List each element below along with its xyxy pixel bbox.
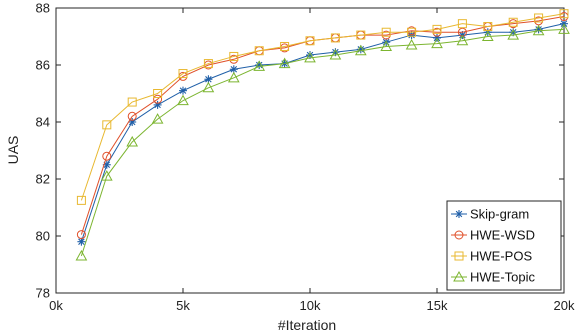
data-point-hwe-pos: [76, 195, 86, 205]
data-point-hwe-wsd: [102, 151, 112, 161]
data-point-hwe-topic: [329, 48, 342, 60]
star-stroke: [455, 210, 463, 218]
data-point-hwe-topic: [177, 94, 189, 106]
data-point-hwe-topic: [532, 24, 545, 36]
data-point-hwe-topic: [100, 170, 113, 181]
legend-marker: [454, 230, 464, 240]
y-tick-label: 78: [36, 286, 50, 301]
legend-item: Skip-gram: [451, 207, 529, 222]
data-point-skip-gram: [204, 75, 213, 84]
series-line-hwe-topic: [80, 28, 565, 257]
y-axis-label: UAS: [5, 136, 21, 165]
plot-area: 0k 5k 10k 15k 20k 78 80 82 84 86 88 Skip-gram HWE-WS…: [36, 1, 575, 314]
data-point-hwe-pos: [407, 27, 417, 37]
legend-marker: [455, 210, 463, 218]
data-point-hwe-pos: [381, 27, 391, 37]
data-point-hwe-pos: [534, 13, 544, 23]
data-point-hwe-topic: [304, 51, 316, 63]
legend-marker: [453, 270, 465, 282]
data-point-hwe-wsd: [76, 230, 86, 240]
star-stroke: [179, 87, 187, 94]
data-point-hwe-wsd: [153, 94, 163, 104]
star-stroke: [230, 66, 238, 73]
data-point-hwe-pos: [153, 89, 163, 98]
y-tick-label: 86: [36, 58, 50, 73]
series-hwe-topic: [75, 23, 570, 261]
x-axis-label: #Iteration: [278, 317, 336, 333]
data-point-skip-gram: [229, 65, 238, 74]
legend-item: HWE-Topic: [451, 270, 536, 285]
y-tick-label: 88: [36, 1, 50, 16]
data-point-hwe-pos: [330, 33, 340, 43]
y-tick-label: 80: [36, 229, 50, 244]
data-point-skip-gram: [77, 237, 86, 246]
data-point-hwe-topic: [354, 44, 367, 56]
legend-item: HWE-WSD: [451, 228, 535, 243]
legend-label: HWE-POS: [470, 249, 532, 264]
x-tick-label: 5k: [176, 298, 190, 313]
data-point-hwe-pos: [127, 97, 137, 107]
data-point-hwe-pos: [305, 36, 315, 46]
legend-label: HWE-Topic: [470, 270, 536, 285]
data-point-hwe-pos: [432, 24, 442, 34]
series-hwe-pos: [76, 9, 569, 205]
data-point-hwe-topic: [431, 37, 443, 49]
data-point-hwe-pos: [229, 51, 239, 61]
data-point-hwe-topic: [227, 71, 240, 83]
data-point-hwe-pos: [559, 9, 569, 19]
star-stroke: [205, 75, 212, 83]
data-point-hwe-topic: [151, 113, 164, 124]
data-point-hwe-topic: [507, 29, 520, 40]
data-point-hwe-pos: [508, 17, 518, 27]
data-point-hwe-topic: [456, 34, 469, 46]
y-tick-label: 82: [36, 172, 50, 187]
data-point-hwe-pos: [102, 120, 112, 130]
data-point-skip-gram: [179, 86, 187, 95]
data-point-hwe-pos: [457, 19, 467, 29]
data-point-hwe-topic: [481, 30, 494, 41]
data-point-hwe-wsd: [127, 111, 137, 121]
data-point-hwe-topic: [253, 60, 266, 71]
legend-box: [446, 200, 562, 291]
data-point-hwe-topic: [405, 39, 418, 50]
x-tick-label: 15k: [427, 298, 448, 313]
data-point-hwe-pos: [178, 69, 188, 79]
data-point-hwe-pos: [203, 59, 213, 69]
series-line-skip-gram: [80, 23, 565, 242]
data-point-hwe-topic: [75, 249, 88, 261]
legend-label: Skip-gram: [470, 207, 529, 222]
x-tick-label: 10k: [300, 298, 321, 313]
data-point-hwe-pos: [280, 41, 290, 51]
data-point-hwe-topic: [126, 135, 139, 147]
data-point-hwe-topic: [278, 57, 291, 69]
y-tick-label: 84: [36, 115, 50, 130]
data-point-hwe-topic: [558, 23, 570, 34]
star-stroke: [103, 161, 111, 169]
legend-item: HWE-POS: [451, 249, 532, 264]
star-stroke: [78, 238, 85, 245]
legend-label: HWE-WSD: [470, 228, 535, 243]
data-point-hwe-topic: [380, 40, 393, 51]
data-point-hwe-pos: [254, 46, 264, 56]
x-tick-label: 0k: [49, 298, 63, 313]
data-point-hwe-topic: [202, 81, 215, 93]
data-point-hwe-pos: [356, 30, 366, 40]
legend-marker: [454, 251, 464, 261]
legend: Skip-gram HWE-WSD HWE-POS HWE-Topic: [446, 200, 562, 291]
x-tick-label: 20k: [554, 298, 575, 313]
